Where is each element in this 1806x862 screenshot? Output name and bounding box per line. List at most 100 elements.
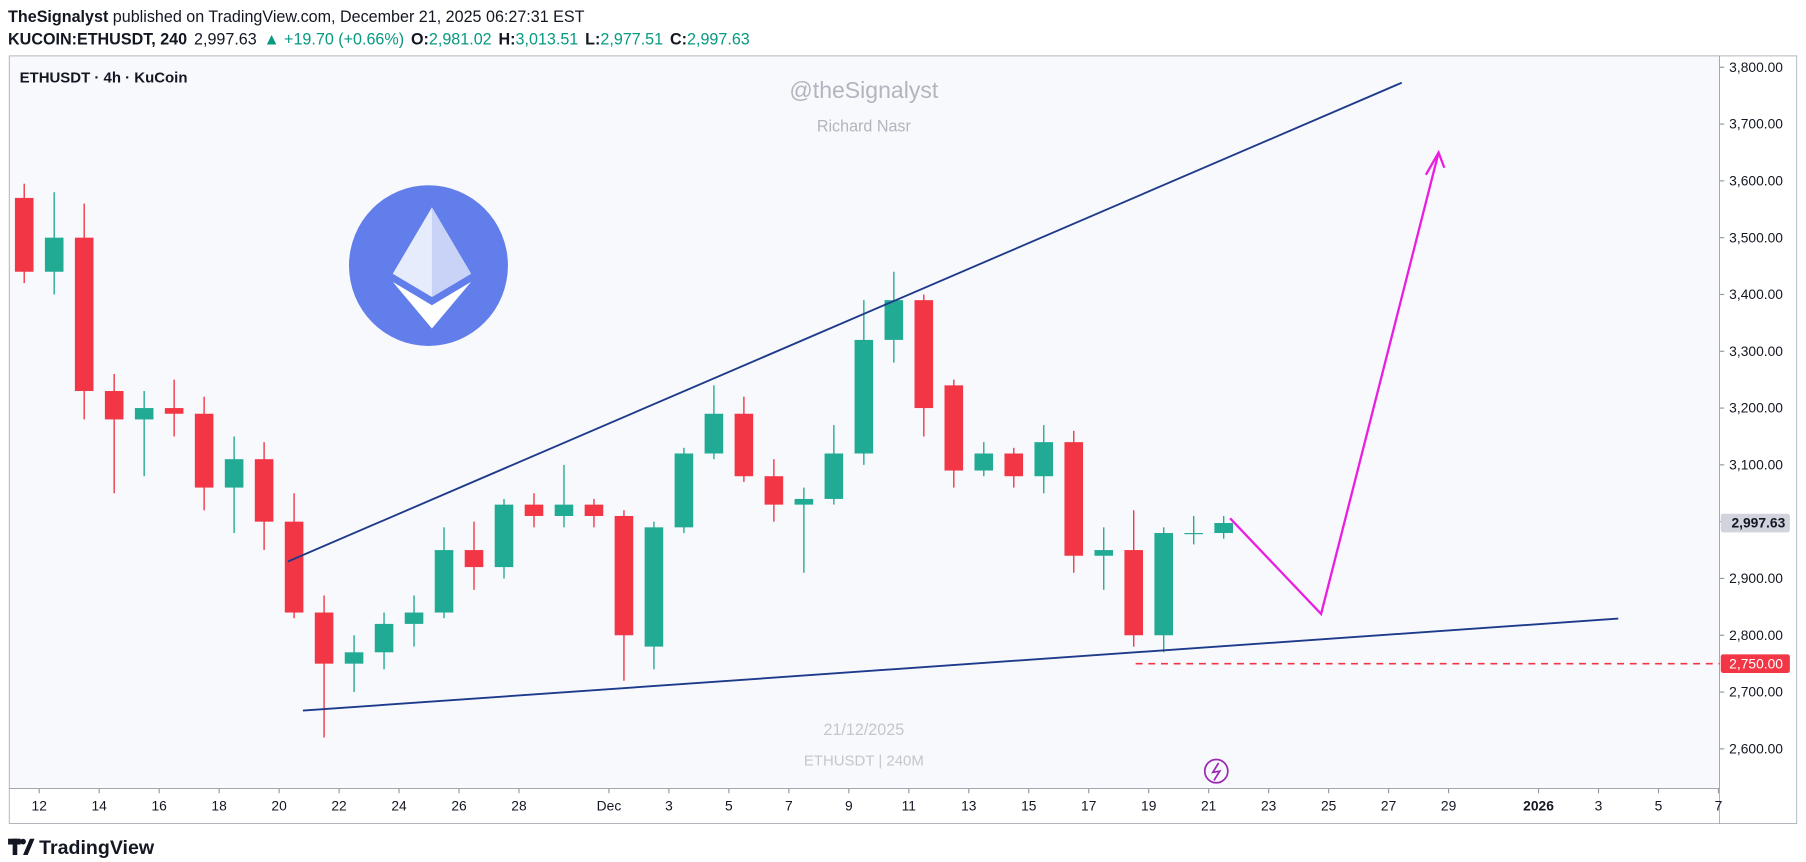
watermark: @theSignalyst [789, 77, 938, 103]
x-tick-label: 21 [1201, 798, 1217, 814]
x-tick-label: Dec [597, 798, 622, 814]
y-tick-label: 3,200.00 [1729, 400, 1783, 416]
candle-body [344, 652, 364, 664]
candle-body [854, 339, 874, 454]
x-tick-label: 7 [785, 798, 793, 814]
x-tick-label: 2026 [1523, 798, 1554, 814]
candle-body [674, 453, 694, 528]
ohlc-value: 3,013.51 [516, 30, 579, 48]
candle-body [584, 504, 604, 516]
watermark: ETHUSDT | 240M [804, 752, 924, 769]
candle-body [1094, 550, 1114, 556]
change: ▲ +19.70 (+0.66%) [264, 30, 404, 48]
ohlc-value: 2,981.02 [429, 30, 492, 48]
x-tick-label: 23 [1261, 798, 1277, 814]
watermark: Richard Nasr [817, 118, 912, 136]
candle-body [644, 527, 664, 647]
alert-icon [1203, 758, 1229, 784]
x-tick-label: 22 [331, 798, 347, 814]
x-tick-label: 29 [1441, 798, 1457, 814]
y-tick-label: 3,800.00 [1729, 59, 1783, 75]
published: published on TradingView.com, December 2… [108, 8, 584, 26]
symbol: KUCOIN:ETHUSDT, 240 [8, 30, 187, 48]
x-tick-label: 27 [1381, 798, 1397, 814]
candle-body [914, 300, 934, 409]
x-tick-label: 19 [1141, 798, 1157, 814]
candle-body [1184, 533, 1203, 535]
candle-body [134, 408, 154, 420]
candle-body [404, 612, 424, 624]
x-tick-label: 15 [1021, 798, 1037, 814]
candle-body [554, 504, 574, 516]
x-tick-label: 13 [961, 798, 977, 814]
x-tick-label: 26 [451, 798, 467, 814]
brand: TradingView [39, 837, 155, 859]
x-tick-label: 16 [151, 798, 167, 814]
ohlc-label: C: [670, 30, 687, 48]
x-tick-label: 14 [91, 798, 107, 814]
trendline [302, 617, 1619, 712]
y-tick-label: 2,700.00 [1729, 684, 1783, 700]
candle-body [254, 459, 274, 522]
candle-body [704, 413, 724, 454]
x-tick-label: 5 [725, 798, 733, 814]
candle-body [464, 550, 484, 568]
eth-logo [348, 185, 508, 346]
candle-body [1064, 442, 1084, 556]
candle-body [494, 504, 514, 568]
ohlc-value: 2,997.63 [687, 30, 750, 48]
x-tick-label: 5 [1655, 798, 1663, 814]
y-tick-label: 3,400.00 [1729, 286, 1783, 302]
y-tick-label: 2,800.00 [1729, 627, 1783, 643]
x-tick-label: 9 [845, 798, 853, 814]
candle-body [1214, 523, 1233, 534]
candle-body [44, 237, 64, 272]
x-tick-label: 12 [32, 798, 48, 814]
symbol-line: KUCOIN:ETHUSDT, 240 2,997.63 ▲ +19.70 (+0.… [8, 30, 750, 48]
candle-body [824, 453, 844, 499]
candle-body [1154, 533, 1174, 636]
candle-body [104, 391, 124, 420]
header-line: TheSignalyst published on TradingView.co… [8, 8, 585, 26]
price-label: 2,997.63 [1731, 515, 1785, 531]
y-tick-label: 3,100.00 [1729, 456, 1783, 472]
x-tick-label: 17 [1081, 798, 1097, 814]
arrow-head [1424, 149, 1446, 176]
candle-body [434, 550, 454, 613]
candle-body [194, 413, 214, 488]
x-tick-label: 18 [211, 798, 227, 814]
x-tick-label: 24 [391, 798, 407, 814]
candle-body [974, 453, 994, 471]
candle-body [164, 408, 184, 414]
candle-body [314, 612, 334, 664]
projection-arrow [1229, 152, 1440, 617]
level-tag [1720, 654, 1790, 673]
candle-body [1034, 442, 1054, 477]
time-axis [8, 788, 1720, 824]
candle-body [1004, 453, 1024, 477]
x-tick-label: 11 [902, 798, 917, 814]
candle-body [284, 521, 304, 613]
y-tick-label: 3,500.00 [1729, 229, 1783, 245]
y-tick-label: 2,900.00 [1729, 570, 1783, 586]
candle-body [944, 385, 964, 471]
author: TheSignalyst [8, 8, 109, 26]
x-tick-label: 3 [665, 798, 673, 814]
candle-body [734, 413, 754, 477]
chart-title: ETHUSDT · 4h · KuCoin [20, 70, 188, 87]
ohlc-label: O: [411, 30, 429, 48]
candles [14, 183, 1233, 738]
y-tick-label: 3,300.00 [1729, 343, 1783, 359]
level-label: 2,750.00 [1729, 655, 1783, 671]
y-tick-label: 3,700.00 [1729, 116, 1783, 132]
y-tick-label: 3,600.00 [1729, 172, 1783, 188]
y-tick-label: 2,600.00 [1729, 740, 1783, 756]
x-tick-label: 28 [511, 798, 527, 814]
candle-body [1124, 550, 1144, 636]
ohlc-label: L: [585, 30, 600, 48]
price-axis [1719, 55, 1798, 824]
ohlc-value: 2,977.51 [600, 30, 663, 48]
candle-body [374, 623, 394, 653]
